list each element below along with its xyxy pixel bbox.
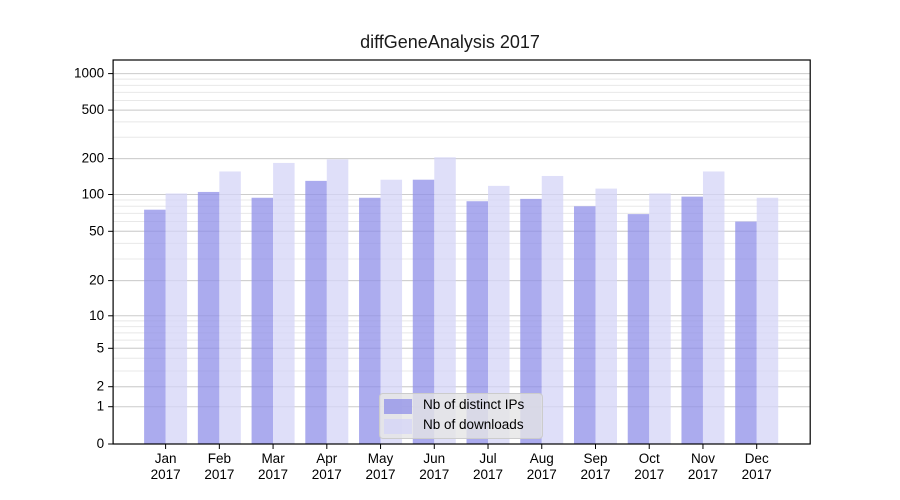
svg-text:Feb: Feb xyxy=(208,451,231,466)
svg-text:Jun: Jun xyxy=(423,451,445,466)
svg-text:100: 100 xyxy=(82,187,105,202)
svg-text:Apr: Apr xyxy=(316,451,338,466)
svg-text:May: May xyxy=(368,451,394,466)
svg-text:10: 10 xyxy=(89,308,104,323)
svg-text:2017: 2017 xyxy=(742,467,772,482)
svg-text:Jan: Jan xyxy=(155,451,177,466)
svg-text:200: 200 xyxy=(82,151,105,166)
svg-text:2017: 2017 xyxy=(312,467,342,482)
svg-text:2017: 2017 xyxy=(151,467,181,482)
svg-text:2017: 2017 xyxy=(366,467,396,482)
svg-text:2017: 2017 xyxy=(580,467,610,482)
svg-text:2017: 2017 xyxy=(473,467,503,482)
svg-text:2017: 2017 xyxy=(688,467,718,482)
svg-text:Sep: Sep xyxy=(583,451,607,466)
svg-text:Aug: Aug xyxy=(530,451,554,466)
svg-text:500: 500 xyxy=(82,102,105,117)
svg-text:1: 1 xyxy=(97,399,105,414)
svg-text:Nov: Nov xyxy=(691,451,715,466)
svg-text:1000: 1000 xyxy=(74,66,104,81)
svg-text:Dec: Dec xyxy=(745,451,769,466)
svg-text:5: 5 xyxy=(97,340,105,355)
svg-text:0: 0 xyxy=(97,436,105,451)
svg-text:Jul: Jul xyxy=(479,451,496,466)
svg-text:2017: 2017 xyxy=(527,467,557,482)
svg-text:2017: 2017 xyxy=(204,467,234,482)
svg-text:2017: 2017 xyxy=(419,467,449,482)
svg-text:2017: 2017 xyxy=(634,467,664,482)
svg-text:Mar: Mar xyxy=(261,451,285,466)
svg-text:2017: 2017 xyxy=(258,467,288,482)
svg-text:Oct: Oct xyxy=(639,451,660,466)
svg-text:20: 20 xyxy=(89,273,104,288)
svg-text:50: 50 xyxy=(89,223,104,238)
svg-text:2: 2 xyxy=(97,379,105,394)
